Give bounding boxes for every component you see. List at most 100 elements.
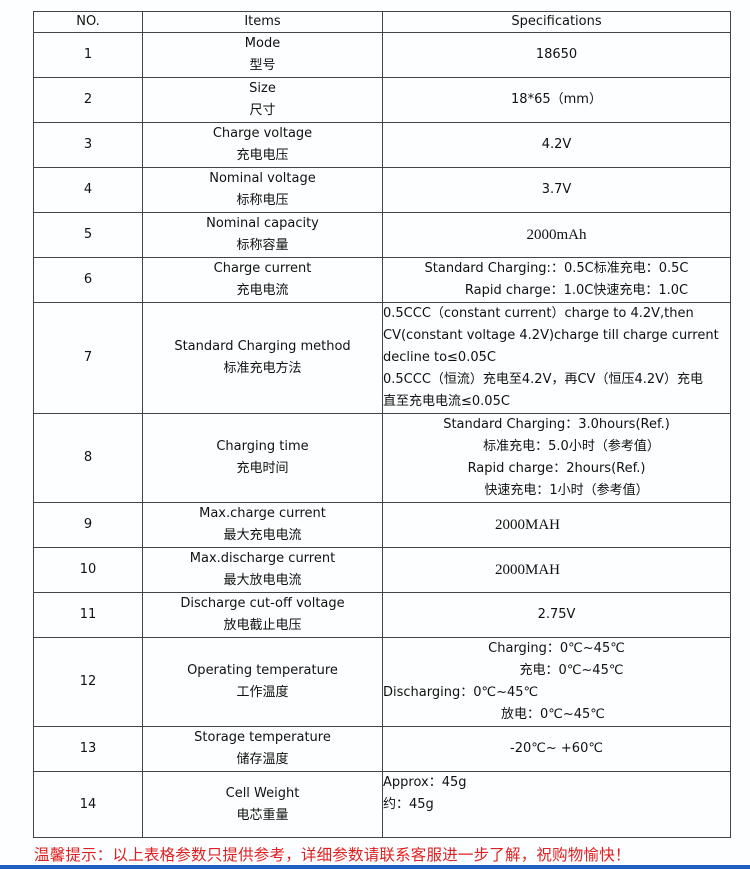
item-name-zh: 最大充电电流 [223,528,302,543]
header-no: NO. [33,11,143,33]
item-name-en: Cell Weight [225,785,300,801]
item-cell: Discharge cut-off voltage 放电截止电压 [142,592,383,638]
item-cell: Mode 型号 [142,32,383,78]
table-row: 6 Charge current 充电电流 Standard Charging:：0.… [33,257,731,303]
spec-line: 18650 [535,47,578,62]
item-name-en: Charge voltage [212,126,313,141]
item-cell: Charge current 充电电流 [142,257,383,303]
spec-cell: 2.75V [382,592,731,638]
item-name-zh: 最大放电电流 [223,573,302,588]
item-cell: Max.charge current 最大充电电流 [142,502,383,548]
row-number: 7 [33,302,143,414]
item-name-zh: 标称容量 [236,238,289,253]
spec-line: Rapid charge：2hours(Ref.) [467,461,646,476]
row-number: 2 [33,77,143,123]
spec-cell: Standard Charging：3.0hours(Ref.) 标准充电：5.0… [382,413,731,503]
reminder-note: 温馨提示：以上表格参数只提供参考，详细参数请联系客服进一步了解，祝购物愉快！ [34,846,631,864]
spec-line: Approx：45g [383,775,467,790]
spec-line: 充电：0℃~45℃ [519,663,624,678]
spec-cell: Charging：0℃~45℃ 充电：0℃~45℃ Discharging：0℃~4… [382,637,731,727]
table-row: 3 Charge voltage 充电电压 4.2V [33,122,731,168]
spec-line: 直至充电电流≤0.05C [383,394,510,409]
row-number: 3 [33,122,143,168]
spec-line: 2.75V [537,607,576,622]
spec-line: Charging：0℃~45℃ [488,641,625,656]
item-name-en: Nominal voltage [209,171,316,186]
item-name-en: Discharge cut-off voltage [180,596,345,611]
spec-table: NO. Items Specifications 1 Mode 型号 18650 2 Si… [33,11,731,838]
spec-line: Standard Charging：3.0hours(Ref.) [443,417,670,432]
table-row: 14 Cell Weight 电芯重量 Approx：45g 约：45g [33,771,731,838]
item-name-en: Standard Charging method [174,339,351,354]
spec-cell: 18650 [382,32,731,78]
item-cell: Charging time 充电时间 [142,413,383,503]
spec-cell: Approx：45g 约：45g [382,771,731,838]
header-items: Items [142,11,383,33]
item-name-en: Charge current [213,261,312,276]
spec-cell: 4.2V [382,122,731,168]
item-name-zh: 充电电流 [236,283,289,298]
item-cell: Nominal capacity 标称容量 [142,212,383,258]
spec-line: Rapid charge：1.0C快速充电：1.0C [464,283,689,298]
item-name-zh: 标称电压 [236,193,289,208]
item-name-zh: 标准充电方法 [223,361,302,376]
spec-line: 3.7V [541,182,572,197]
spec-cell: -20℃~ +60℃ [382,726,731,772]
item-cell: Size 尺寸 [142,77,383,123]
item-cell: Standard Charging method 标准充电方法 [142,302,383,414]
item-name-zh: 尺寸 [249,103,276,118]
item-name-en: Nominal capacity [206,216,319,231]
spec-cell: 2000mAh [382,212,731,258]
item-cell: Cell Weight 电芯重量 [142,771,383,838]
row-number: 9 [33,502,143,548]
spec-line: 4.2V [541,137,572,152]
row-number: 6 [33,257,143,303]
spec-cell: 2000MAH [382,502,731,548]
table-row: 1 Mode 型号 18650 [33,32,731,78]
table-row: 2 Size 尺寸 18*65（mm） [33,77,731,123]
table-row: 4 Nominal voltage 标称电压 3.7V [33,167,731,213]
spec-line: -20℃~ +60℃ [510,741,603,756]
spec-line: 2000mAh [526,227,587,243]
table-row: 12 Operating temperature 工作温度 Charging：0℃~4… [33,637,731,727]
spec-line: 0.5CCC（constant current）charge to 4.2V,t… [383,306,694,321]
item-name-en: Size [249,81,276,96]
spec-line: 放电：0℃~45℃ [501,707,605,722]
spec-line: CV(constant voltage 4.2V)charge till cha… [383,328,719,343]
item-name-en: Operating temperature [187,663,338,678]
spec-line: 0.5CCC（恒流）充电至4.2V，再CV（恒压4.2V）充电 [383,372,704,387]
spec-line: 快速充电：1小时（参考值） [484,483,649,498]
row-number: 14 [33,771,143,838]
item-cell: Nominal voltage 标称电压 [142,167,383,213]
item-cell: Storage temperature 储存温度 [142,726,383,772]
item-name-zh: 放电截止电压 [223,618,302,633]
row-number: 1 [33,32,143,78]
spec-line: 2000MAH [495,517,561,533]
item-name-zh: 充电时间 [236,461,289,476]
spec-cell: 0.5CCC（constant current）charge to 4.2V,t… [382,302,731,414]
row-number: 4 [33,167,143,213]
table-row: 5 Nominal capacity 标称容量 2000mAh [33,212,731,258]
row-number: 8 [33,413,143,503]
item-cell: Charge voltage 充电电压 [142,122,383,168]
item-cell: Operating temperature 工作温度 [142,637,383,727]
item-name-en: Max.charge current [199,506,326,521]
spec-cell: Standard Charging:：0.5C标准充电：0.5C Rapid ch… [382,257,731,303]
header-specifications: Specifications [382,11,731,33]
spec-line: 标准充电：5.0小时（参考值） [483,439,660,454]
spec-line: decline to≤0.05C [383,350,496,365]
item-name-zh: 型号 [249,58,276,73]
item-name-zh: 储存温度 [236,752,289,767]
spec-line: 18*65（mm） [511,92,602,107]
spec-cell: 3.7V [382,167,731,213]
spec-line: 约：45g [383,797,434,812]
item-name-en: Charging time [216,439,309,454]
spec-line: Standard Charging:：0.5C标准充电：0.5C [424,261,689,276]
item-name-en: Storage temperature [194,730,331,745]
table-row: 8 Charging time 充电时间 Standard Charging：3.0h… [33,413,731,503]
table-row: 11 Discharge cut-off voltage 放电截止电压 2.75V [33,592,731,638]
table-row: 9 Max.charge current 最大充电电流 2000MAH [33,502,731,548]
item-name-en: Mode [244,36,281,51]
spec-line: 2000MAH [495,562,561,578]
table-row: 13 Storage temperature 储存温度 -20℃~ +60℃ [33,726,731,772]
